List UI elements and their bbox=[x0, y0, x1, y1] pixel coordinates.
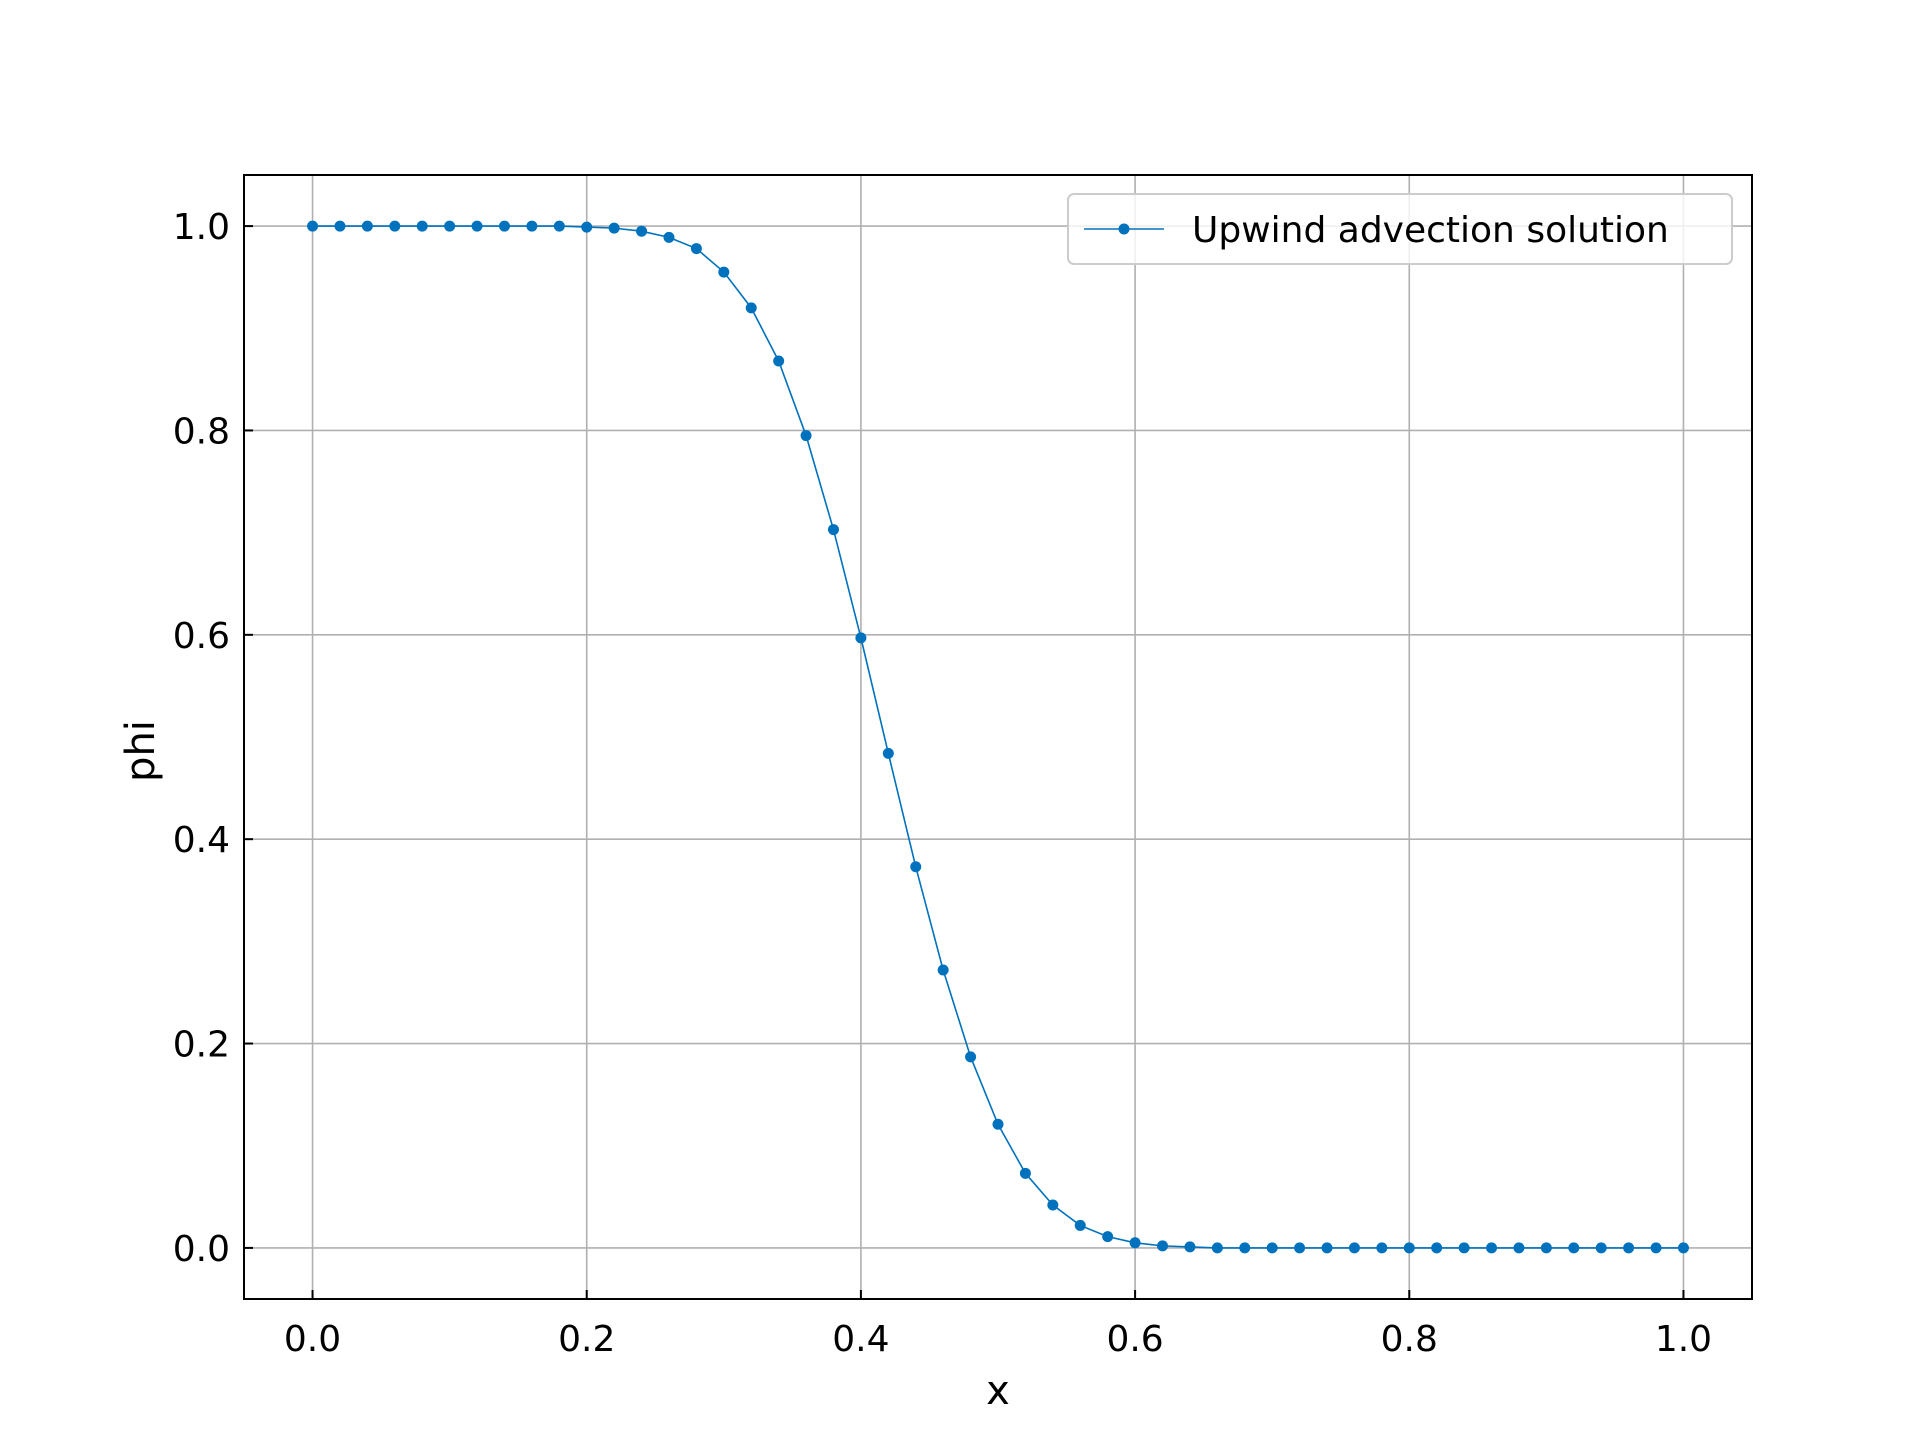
data-point bbox=[471, 220, 483, 232]
x-axis-label: x bbox=[986, 1368, 1010, 1414]
data-point bbox=[1376, 1242, 1388, 1254]
data-point bbox=[718, 266, 730, 278]
data-point bbox=[1184, 1241, 1196, 1253]
data-point bbox=[1431, 1242, 1443, 1254]
data-point bbox=[1102, 1231, 1114, 1243]
data-point bbox=[1595, 1242, 1607, 1254]
data-point bbox=[389, 220, 401, 232]
y-tick-label: 1.0 bbox=[173, 207, 230, 248]
data-point bbox=[581, 221, 593, 233]
data-point bbox=[1321, 1242, 1333, 1254]
data-point bbox=[1650, 1242, 1662, 1254]
x-tick-label: 0.2 bbox=[558, 1319, 615, 1360]
data-point bbox=[663, 231, 675, 243]
data-point bbox=[1019, 1167, 1031, 1179]
x-tick-label: 0.8 bbox=[1381, 1319, 1438, 1360]
data-point bbox=[827, 524, 839, 536]
legend-marker-swatch bbox=[1118, 223, 1130, 235]
y-tick-labels: 0.0 0.2 0.4 0.6 0.8 1.0 bbox=[173, 207, 230, 1270]
data-point bbox=[1540, 1242, 1552, 1254]
legend-box bbox=[1067, 193, 1733, 265]
axis-ticks bbox=[244, 225, 1685, 1299]
grid-lines bbox=[244, 175, 1752, 1299]
data-point bbox=[1157, 1240, 1169, 1252]
data-point bbox=[882, 747, 894, 759]
y-tick-label: 0.4 bbox=[173, 820, 230, 861]
data-point bbox=[498, 220, 510, 232]
data-point bbox=[1047, 1199, 1059, 1211]
data-point bbox=[745, 302, 757, 314]
data-point bbox=[334, 220, 346, 232]
data-point bbox=[773, 355, 785, 367]
x-tick-label: 1.0 bbox=[1655, 1319, 1712, 1360]
data-point bbox=[1623, 1242, 1635, 1254]
legend: Upwind advection solution bbox=[1067, 193, 1733, 265]
data-point bbox=[608, 222, 620, 234]
data-point bbox=[855, 632, 867, 644]
data-series bbox=[307, 220, 1689, 1254]
data-point bbox=[800, 430, 812, 442]
data-point bbox=[965, 1051, 977, 1063]
data-point bbox=[910, 861, 922, 873]
data-point bbox=[1403, 1242, 1415, 1254]
y-tick-label: 0.8 bbox=[173, 411, 230, 452]
data-point bbox=[1294, 1242, 1306, 1254]
x-tick-labels: 0.0 0.2 0.4 0.6 0.8 1.0 bbox=[284, 1319, 1712, 1360]
y-tick-label: 0.2 bbox=[173, 1025, 230, 1066]
data-point bbox=[1129, 1237, 1141, 1249]
data-point bbox=[1348, 1242, 1360, 1254]
data-point bbox=[992, 1118, 1004, 1130]
data-point bbox=[690, 243, 702, 255]
data-point bbox=[1266, 1242, 1278, 1254]
data-point bbox=[1458, 1242, 1470, 1254]
data-point bbox=[1211, 1242, 1223, 1254]
data-point bbox=[1677, 1242, 1689, 1254]
data-point bbox=[1074, 1219, 1086, 1231]
data-point bbox=[361, 220, 373, 232]
data-point bbox=[1486, 1242, 1498, 1254]
data-point bbox=[1513, 1242, 1525, 1254]
x-tick-label: 0.6 bbox=[1106, 1319, 1163, 1360]
y-axis-label: phi bbox=[118, 720, 164, 782]
data-point bbox=[307, 220, 319, 232]
data-point bbox=[526, 220, 538, 232]
x-tick-label: 0.0 bbox=[284, 1319, 341, 1360]
data-point bbox=[937, 964, 949, 976]
y-tick-label: 0.0 bbox=[173, 1229, 230, 1270]
y-tick-label: 0.6 bbox=[173, 616, 230, 657]
data-point bbox=[1239, 1242, 1251, 1254]
legend-entry-label: Upwind advection solution bbox=[1192, 210, 1669, 251]
data-point bbox=[416, 220, 428, 232]
data-point bbox=[553, 220, 565, 232]
data-point bbox=[444, 220, 456, 232]
plot-frame bbox=[243, 174, 1753, 1300]
data-point bbox=[1568, 1242, 1580, 1254]
data-point bbox=[636, 225, 648, 237]
x-tick-label: 0.4 bbox=[832, 1319, 889, 1360]
